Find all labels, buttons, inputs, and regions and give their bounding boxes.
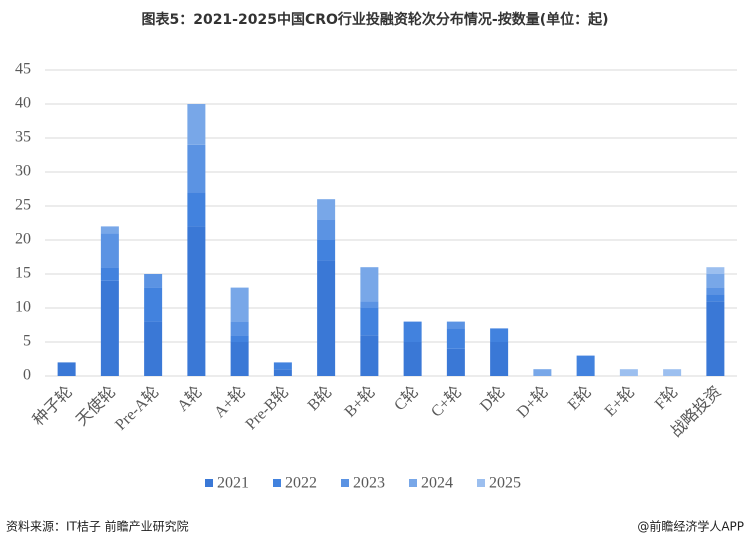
bar-segment [100,233,119,268]
bar-segment [230,321,249,336]
bar-segment [706,267,725,274]
bar-segment [230,342,249,376]
bar-segment [360,335,379,376]
bar-segment [403,321,422,342]
bar-segment [360,267,379,302]
source: 资料来源：IT桔子 前瞻产业研究院 [6,519,189,534]
bar-segment [663,369,682,376]
x-tick-label: Pre-A轮 [111,383,162,434]
legend-label: 2025 [489,475,521,492]
y-tick-label: 30 [15,163,31,180]
bar-segment [273,362,292,370]
bar-segment [360,301,379,308]
bar-segment [706,301,725,376]
bar-segment [144,287,163,322]
bar-segment [403,342,422,376]
x-tick-label: B轮 [304,383,336,415]
legend-label: 2021 [217,475,249,492]
y-tick-label: 35 [15,129,31,146]
x-tick-label: F轮 [651,383,681,413]
bar-segment [446,328,465,349]
bar-segment [446,348,465,376]
y-tick-label: 25 [15,197,31,214]
legend-label: 2023 [353,475,385,492]
bar-segment [317,260,336,376]
x-tick-label: D轮 [476,383,508,415]
bar-segment [100,226,119,234]
bar-segment [317,219,336,240]
y-tick-label: 0 [23,367,31,384]
credit: @前瞻经济学人APP [637,519,744,534]
bar-segment [230,287,249,322]
y-tick-label: 20 [15,231,31,248]
legend-swatch [273,479,281,487]
y-tick-label: 40 [15,95,31,112]
bar-segment [230,335,249,342]
legend-label: 2022 [285,475,317,492]
bar-segment [100,267,119,281]
x-tick-label: D+轮 [513,383,552,422]
bar-segment [57,362,76,376]
bar-segment [533,369,552,376]
bar-segment [273,369,292,376]
legend-swatch [341,479,349,487]
bar-segment [100,280,119,376]
y-tick-label: 5 [23,333,31,350]
bar-segment [144,274,163,288]
x-tick-label: E+轮 [601,383,638,420]
bar-segment [619,369,638,376]
bar-segment [187,144,206,193]
bar-segment [317,199,336,220]
legend-label: 2024 [421,475,453,492]
x-tick-label: A+轮 [210,383,249,422]
x-tick-label: B+轮 [341,383,379,421]
bar-segment [144,321,163,376]
bar-segment [317,240,336,261]
x-tick-label: E轮 [564,383,595,414]
x-tick-label: C+轮 [427,383,465,421]
bar-segment [490,328,509,342]
chart-title: 图表5：2021-2025中国CRO行业投融资轮次分布情况-按数量(单位：起) [141,11,608,28]
bar-segment [576,355,595,376]
bar-segment [187,192,206,227]
x-tick-label: Pre-B轮 [242,383,292,433]
legend-swatch [409,479,417,487]
x-tick-label: 种子轮 [29,383,76,430]
x-tick-label: A轮 [174,383,206,415]
bar-segment [360,308,379,336]
bar-segment [187,104,206,145]
legend-swatch [477,479,485,487]
y-tick-label: 45 [15,61,31,78]
bar-segment [706,294,725,302]
bar-segment [187,226,206,376]
bar-segment [490,342,509,376]
bar-segment [706,287,725,295]
y-tick-label: 15 [15,265,31,282]
x-tick-label: C轮 [390,383,422,415]
legend-swatch [205,479,213,487]
bar-segment [446,321,465,329]
y-tick-label: 10 [15,299,31,316]
bar-segment [706,274,725,288]
